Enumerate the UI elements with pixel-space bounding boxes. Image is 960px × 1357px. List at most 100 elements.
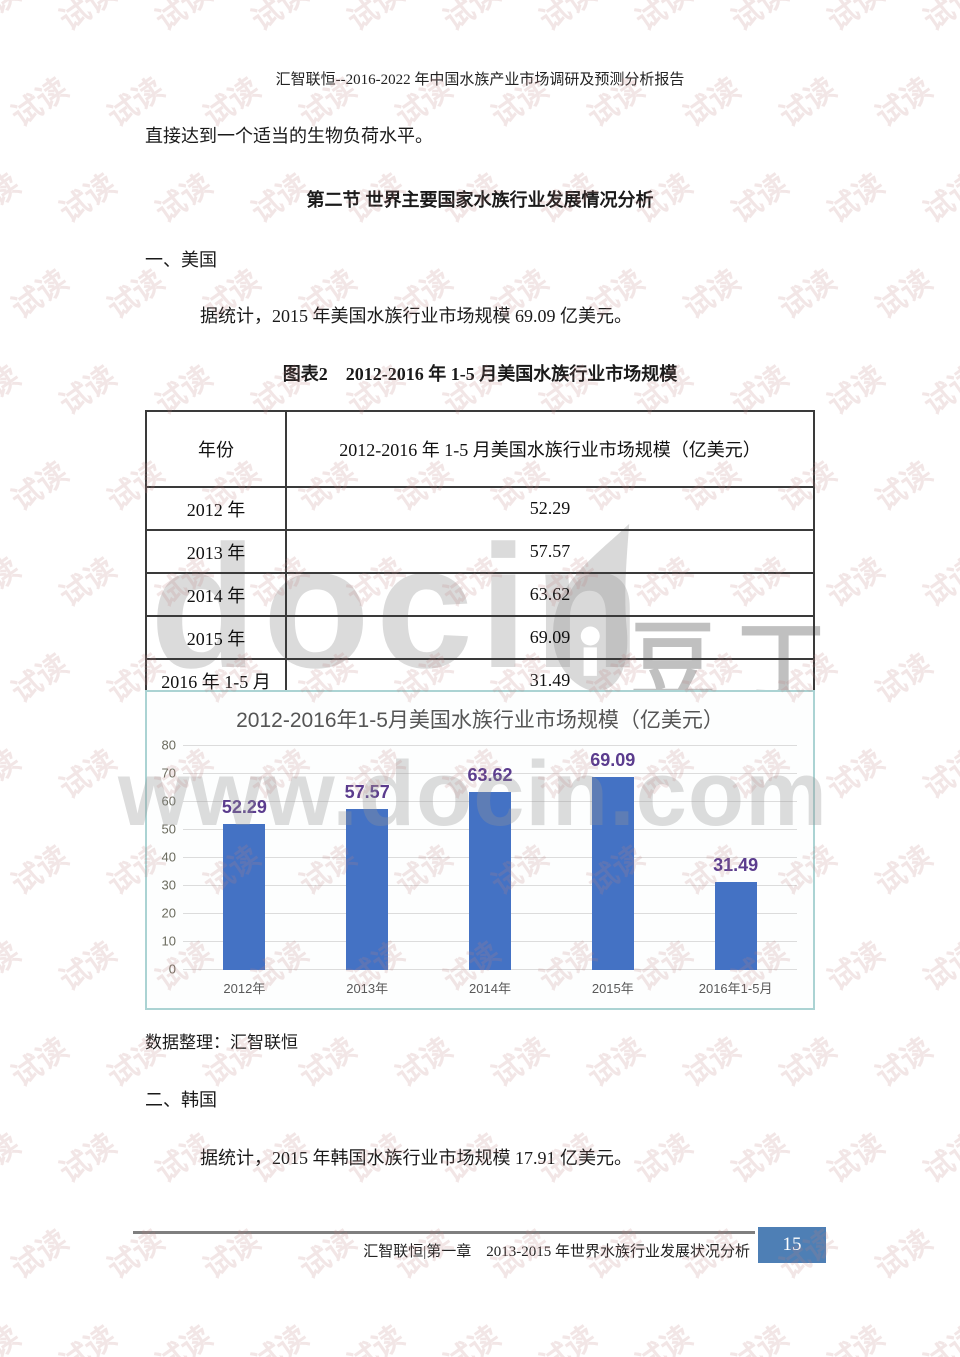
shidu-watermark-tile: 试读 xyxy=(0,936,27,998)
table-row: 2014 年 63.62 xyxy=(145,572,815,617)
us-stat-paragraph: 据统计，2015 年美国水族行业市场规模 69.09 亿美元。 xyxy=(200,306,632,326)
y-axis-tick: 10 xyxy=(161,933,176,949)
shidu-watermark-tile: 试读 xyxy=(629,0,699,38)
shidu-watermark-tile: 试读 xyxy=(917,744,960,806)
chart-bar xyxy=(469,791,511,970)
shidu-watermark-tile: 试读 xyxy=(245,1320,315,1357)
shidu-watermark-tile: 试读 xyxy=(53,552,123,614)
shidu-watermark-tile: 试读 xyxy=(581,1032,651,1094)
shidu-watermark-tile: 试读 xyxy=(869,456,939,518)
subsection-us: 一、美国 xyxy=(145,250,217,270)
shidu-watermark-tile: 试读 xyxy=(821,1128,891,1190)
shidu-watermark-tile: 试读 xyxy=(821,552,891,614)
shidu-watermark-tile: 试读 xyxy=(389,1032,459,1094)
shidu-watermark-tile: 试读 xyxy=(821,0,891,38)
shidu-watermark-tile: 试读 xyxy=(437,1320,507,1357)
table-cell-year: 2013 年 xyxy=(145,529,287,574)
x-axis-tick: 2012年 xyxy=(223,981,266,996)
shidu-watermark-tile: 试读 xyxy=(917,1128,960,1190)
bar-chart: 2012-2016年1-5月美国水族行业市场规模（亿美元） 0 10 20 30 40 5… xyxy=(145,690,815,1010)
table-header-row: 年份 2012-2016 年 1-5 月美国水族行业市场规模（亿美元） xyxy=(145,410,815,488)
shidu-watermark-tile: 试读 xyxy=(293,1032,363,1094)
x-axis-tick: 2016年1-5月 xyxy=(698,981,773,996)
chart-plot-area: 0 10 20 30 40 50 60 70 80 52.29 2012年 57.57 2013年 63.… xyxy=(162,738,797,996)
shidu-watermark-tile: 试读 xyxy=(0,1320,27,1357)
shidu-watermark-tile: 试读 xyxy=(5,648,75,710)
y-axis-tick: 20 xyxy=(161,905,176,921)
body-paragraph: 直接达到一个适当的生物负荷水平。 xyxy=(145,126,433,146)
chart-bar xyxy=(714,881,757,970)
figure-caption: 图表2 2012-2016 年 1-5 月美国水族行业市场规模 xyxy=(282,364,678,384)
table-cell-year: 2015 年 xyxy=(145,615,287,660)
shidu-watermark-tile: 试读 xyxy=(917,0,960,38)
shidu-watermark-tile: 试读 xyxy=(53,744,123,806)
shidu-watermark-tile: 试读 xyxy=(533,0,603,38)
shidu-watermark-tile: 试读 xyxy=(5,1224,75,1286)
shidu-watermark-tile: 试读 xyxy=(341,1320,411,1357)
shidu-watermark-tile: 试读 xyxy=(5,840,75,902)
y-axis-tick: 60 xyxy=(161,793,176,809)
shidu-watermark-tile: 试读 xyxy=(869,264,939,326)
table-row: 2015 年 69.09 xyxy=(145,615,815,660)
y-axis-tick: 0 xyxy=(168,961,176,977)
bar-value-label: 57.57 xyxy=(344,781,390,802)
shidu-watermark-tile: 试读 xyxy=(821,936,891,998)
shidu-watermark-tile: 试读 xyxy=(725,1320,795,1357)
chart-bar xyxy=(223,823,266,970)
shidu-watermark-tile: 试读 xyxy=(0,0,27,38)
shidu-watermark-tile: 试读 xyxy=(149,0,219,38)
section-heading: 第二节 世界主要国家水族行业发展情况分析 xyxy=(306,190,654,210)
shidu-watermark-tile: 试读 xyxy=(53,936,123,998)
shidu-watermark-tile: 试读 xyxy=(53,1320,123,1357)
shidu-watermark-tile: 试读 xyxy=(869,648,939,710)
shidu-watermark-tile: 试读 xyxy=(821,744,891,806)
kr-stat-paragraph: 据统计，2015 年韩国水族行业市场规模 17.91 亿美元。 xyxy=(200,1148,632,1168)
shidu-watermark-tile: 试读 xyxy=(773,264,843,326)
shidu-watermark-tile: 试读 xyxy=(869,1224,939,1286)
bar-value-label: 52.29 xyxy=(221,796,267,817)
table-header-year: 年份 xyxy=(145,410,287,488)
shidu-watermark-tile: 试读 xyxy=(485,1032,555,1094)
shidu-watermark-tile: 试读 xyxy=(773,1032,843,1094)
shidu-watermark-tile: 试读 xyxy=(197,1224,267,1286)
y-axis-tick: 30 xyxy=(161,877,176,893)
table-cell-year: 2012 年 xyxy=(145,486,287,531)
bar-value-label: 63.62 xyxy=(467,764,513,785)
chart-gridline: 80 xyxy=(162,738,797,753)
y-axis-tick: 50 xyxy=(161,821,176,837)
shidu-watermark-tile: 试读 xyxy=(0,744,27,806)
bar-value-label: 31.49 xyxy=(713,854,759,875)
shidu-watermark-tile: 试读 xyxy=(917,552,960,614)
shidu-watermark-tile: 试读 xyxy=(293,1224,363,1286)
table-header-value: 2012-2016 年 1-5 月美国水族行业市场规模（亿美元） xyxy=(285,410,815,488)
report-header-title: 汇智联恒--2016-2022 年中国水族产业市场调研及预测分析报告 xyxy=(275,72,685,88)
shidu-watermark-tile: 试读 xyxy=(917,1320,960,1357)
shidu-watermark-tile: 试读 xyxy=(53,0,123,38)
shidu-watermark-tile: 试读 xyxy=(869,1032,939,1094)
x-axis-tick: 2015年 xyxy=(591,981,634,996)
shidu-watermark-tile: 试读 xyxy=(5,456,75,518)
shidu-watermark-tile: 试读 xyxy=(245,0,315,38)
bar-value-label: 69.09 xyxy=(590,749,636,770)
y-axis-tick: 70 xyxy=(161,765,176,781)
chart-bar xyxy=(346,808,389,970)
shidu-watermark-tile: 试读 xyxy=(725,1128,795,1190)
page-number-badge: 15 xyxy=(758,1227,826,1263)
shidu-watermark-tile: 试读 xyxy=(437,0,507,38)
table-cell-year: 2014 年 xyxy=(145,572,287,617)
table-row: 2012 年 52.29 xyxy=(145,486,815,531)
table-cell-value: 69.09 xyxy=(285,615,815,660)
market-size-table: 年份 2012-2016 年 1-5 月美国水族行业市场规模（亿美元） 2012… xyxy=(145,410,815,703)
shidu-watermark-tile: 试读 xyxy=(917,936,960,998)
shidu-watermark-tile: 试读 xyxy=(629,1320,699,1357)
shidu-watermark-tile: 试读 xyxy=(869,840,939,902)
subsection-kr: 二、韩国 xyxy=(145,1090,217,1110)
table-cell-value: 52.29 xyxy=(285,486,815,531)
data-source-note: 数据整理：汇智联恒 xyxy=(145,1033,298,1052)
table-cell-value: 57.57 xyxy=(285,529,815,574)
shidu-watermark-tile: 试读 xyxy=(725,0,795,38)
shidu-watermark-tile: 试读 xyxy=(0,1128,27,1190)
table-row: 2013 年 57.57 xyxy=(145,529,815,574)
shidu-watermark-tile: 试读 xyxy=(629,1128,699,1190)
shidu-watermark-tile: 试读 xyxy=(677,264,747,326)
